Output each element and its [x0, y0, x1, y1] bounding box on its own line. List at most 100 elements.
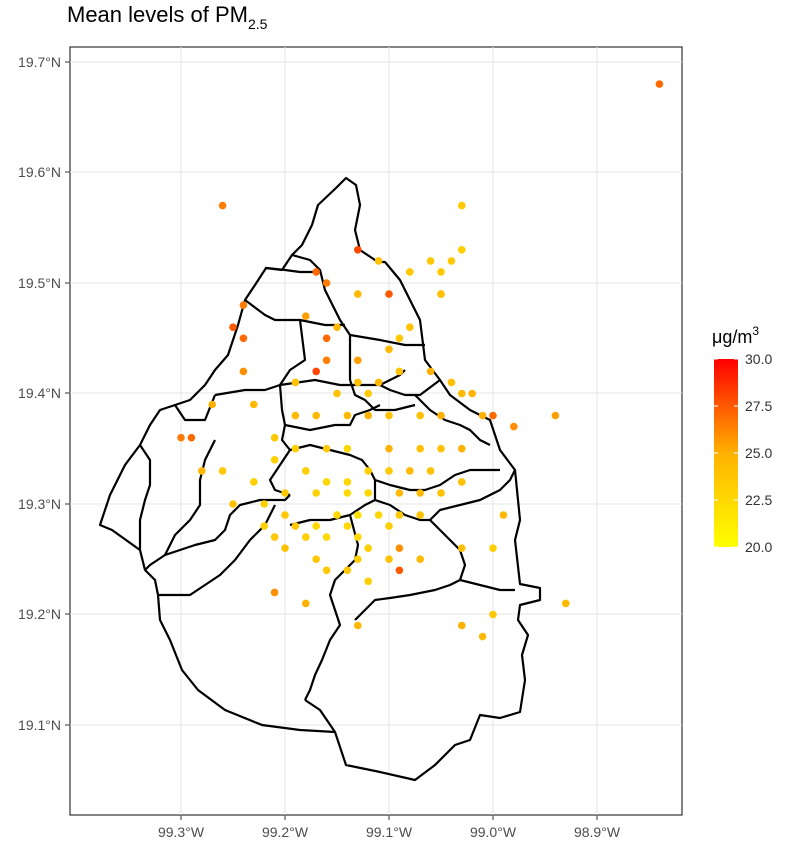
station-point [354, 378, 362, 387]
station-point [291, 522, 300, 530]
y-tick-label: 19.5°N [18, 275, 61, 291]
station-point [395, 566, 404, 575]
station-point [291, 378, 300, 387]
borough-boundaries [98, 176, 542, 782]
station-point [333, 511, 341, 519]
station-point [478, 632, 487, 641]
station-point [177, 433, 185, 442]
station-point [364, 411, 373, 420]
station-point [333, 323, 341, 332]
station-point [406, 268, 414, 276]
station-point [385, 290, 393, 298]
station-point [187, 433, 196, 442]
x-tick-label: 99.0°W [470, 824, 517, 840]
station-point [250, 478, 258, 486]
station-point [354, 356, 362, 365]
station-point [302, 312, 310, 321]
legend-tick-label: 22.5 [745, 492, 772, 508]
station-point [374, 511, 383, 519]
station-point [374, 378, 383, 387]
station-point [385, 555, 393, 563]
station-point [458, 478, 466, 486]
station-point [312, 555, 321, 563]
station-point [437, 268, 445, 276]
station-point [312, 489, 321, 497]
station-point [385, 444, 393, 453]
station-point [354, 555, 362, 563]
legend-tick-label: 25.0 [745, 445, 772, 461]
station-point [322, 334, 331, 343]
station-point [364, 489, 373, 497]
station-point [270, 433, 279, 442]
station-point [437, 290, 445, 298]
graticule [70, 47, 682, 815]
x-tick-label: 99.1°W [366, 824, 413, 840]
station-point [655, 80, 664, 88]
station-point [437, 444, 445, 453]
station-point [270, 456, 279, 464]
station-point [416, 411, 425, 420]
station-point [322, 566, 331, 575]
station-point [416, 555, 425, 563]
station-point [291, 411, 300, 420]
station-point [406, 323, 414, 332]
station-point [250, 400, 258, 409]
y-tick-label: 19.7°N [18, 54, 61, 70]
station-point [489, 610, 497, 619]
station-point [437, 489, 445, 497]
station-point [447, 257, 456, 265]
station-point [239, 334, 248, 343]
station-point [302, 467, 310, 475]
city-outline [98, 176, 542, 782]
station-point [562, 599, 570, 608]
station-point [395, 511, 404, 519]
station-point [229, 500, 237, 508]
legend-title: μg/m3 [712, 324, 759, 347]
station-point [458, 544, 466, 552]
station-point [447, 378, 456, 387]
x-tick-label: 99.3°W [158, 824, 205, 840]
station-point [198, 467, 206, 475]
station-point [385, 467, 393, 475]
station-point [208, 400, 216, 409]
y-tick-label: 19.4°N [18, 385, 61, 401]
station-point [312, 268, 321, 276]
station-point [395, 489, 404, 497]
station-points [177, 80, 664, 641]
station-point [458, 621, 466, 630]
legend-tick-label: 30.0 [745, 351, 772, 367]
station-point [302, 599, 310, 608]
color-legend: μg/m3 30.0 27.5 25.0 22.5 20.0 [712, 324, 772, 555]
station-point [406, 467, 414, 475]
station-point [291, 444, 300, 453]
y-tick-label: 19.3°N [18, 496, 61, 512]
station-point [218, 201, 227, 210]
station-point [395, 334, 404, 343]
station-point [270, 533, 279, 541]
station-point [260, 500, 269, 508]
station-point [302, 533, 310, 541]
plot-panel [69, 46, 683, 816]
station-point [478, 411, 487, 420]
station-point [364, 467, 373, 475]
station-point [343, 489, 352, 497]
station-point [322, 356, 331, 365]
station-point [458, 246, 466, 254]
station-point [281, 511, 289, 519]
station-point [426, 367, 435, 376]
station-point [322, 478, 331, 486]
station-point [458, 389, 466, 398]
station-point [354, 511, 362, 519]
station-point [270, 588, 279, 597]
station-point [312, 522, 321, 530]
station-point [354, 621, 362, 630]
station-point [426, 467, 435, 475]
station-point [437, 411, 445, 420]
station-point [281, 489, 289, 497]
y-tick-label: 19.2°N [18, 606, 61, 622]
station-point [385, 345, 393, 354]
station-point [489, 544, 497, 552]
station-point [218, 467, 227, 475]
station-point [343, 444, 352, 453]
